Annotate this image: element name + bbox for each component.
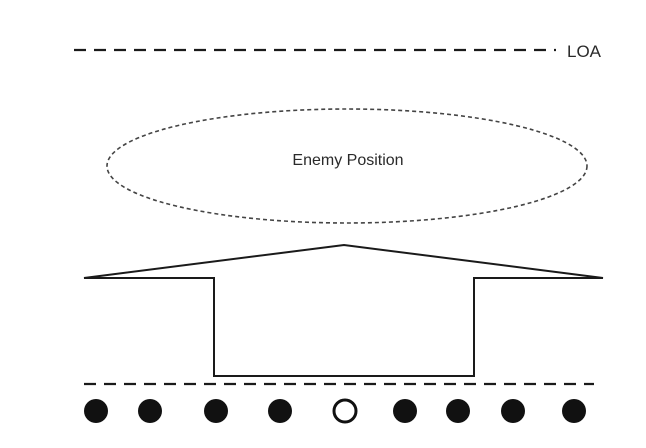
filled-circle-icon [138,399,162,423]
filled-circle-icon [446,399,470,423]
enemy-position-label: Enemy Position [292,152,403,169]
filled-circle-icon [393,399,417,423]
attack-arrow-icon [83,243,604,377]
filled-circle-icon [204,399,228,423]
hollow-circle-icon [332,398,358,424]
filled-circle-icon [84,399,108,423]
loa-label: LOA [567,42,602,61]
filled-circle-icon [501,399,525,423]
filled-circle-icon [268,399,292,423]
soldier-row [84,398,586,424]
enemy-position-ellipse [106,108,588,224]
filled-circle-icon [562,399,586,423]
